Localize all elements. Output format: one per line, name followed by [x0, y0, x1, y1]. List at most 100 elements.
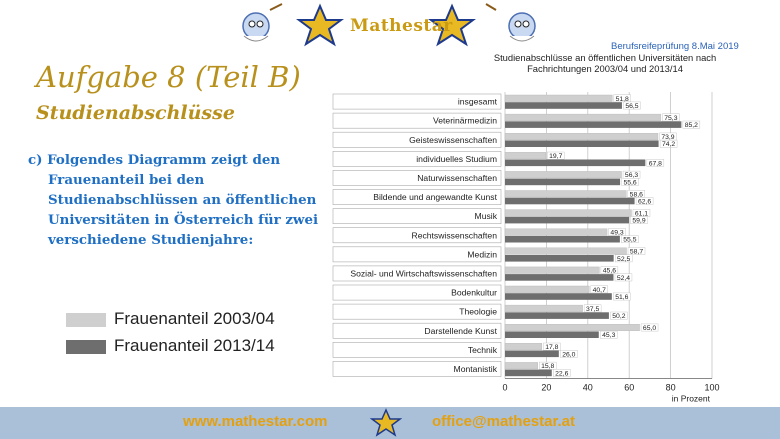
bar-2013: [505, 312, 609, 319]
bar-2013: [505, 178, 621, 186]
value-label-box: [662, 113, 680, 122]
value-label-box: [613, 292, 631, 301]
bar-2013: [505, 140, 659, 147]
value-label-2013: 52,4: [617, 275, 630, 282]
value-label-2013: 85,2: [685, 122, 698, 129]
category-label: Veterinärmedizin: [433, 116, 497, 126]
bar-2013: [505, 121, 682, 128]
value-label-box: [553, 369, 571, 377]
x-tick-label: 80: [666, 383, 676, 393]
value-label-2013: 55,6: [623, 179, 636, 186]
value-label-2003: 51,8: [616, 96, 629, 103]
bar-2013: [505, 369, 552, 377]
category-label: Rechtswissenschaften: [411, 230, 497, 240]
value-label-box: [560, 350, 578, 358]
category-label-box: [332, 303, 502, 320]
category-label-box: [332, 246, 502, 263]
bar-2013: [505, 216, 629, 224]
value-label-2003: 49,3: [610, 230, 623, 237]
value-label-2013: 45,3: [602, 332, 615, 339]
bar-2013: [505, 197, 635, 205]
value-label-2003: 58,6: [630, 191, 643, 198]
description-line: Frauenanteil bei den: [48, 172, 205, 188]
bar-chart: Studienabschlüsse an öffentlichen Univer…: [332, 52, 720, 404]
value-label-box: [614, 273, 633, 282]
value-label-box: [682, 120, 701, 129]
legend-label-2003: Frauenanteil 2003/04: [114, 309, 275, 328]
category-label: Bodenkultur: [451, 288, 497, 298]
category-label-box: [332, 131, 502, 148]
value-label-box: [621, 235, 639, 244]
description-line: Universitäten in Österreich für zwei: [48, 212, 319, 228]
bar-2013: [505, 235, 620, 243]
category-label-box: [332, 208, 502, 225]
value-label-box: [600, 266, 619, 275]
star-right-icon: [428, 3, 476, 47]
value-label-2003: 65,0: [643, 325, 656, 332]
value-label-2003: 15,8: [541, 363, 554, 370]
bar-2003: [504, 324, 640, 332]
value-label-box: [600, 330, 618, 339]
value-label-box: [630, 216, 648, 224]
category-label: Montanistik: [454, 364, 498, 374]
category-label-box: [332, 265, 502, 282]
star-left-icon: [296, 3, 344, 47]
category-label-box: [332, 112, 502, 129]
category-label: Geisteswissenschaften: [409, 135, 497, 145]
bar-2003: [504, 343, 543, 351]
logo-text: Mathestar: [350, 16, 453, 36]
category-label: Theologie: [459, 307, 497, 317]
bar-2013: [505, 331, 599, 338]
footer-email[interactable]: office@mathestar.at: [432, 413, 576, 430]
category-label-box: [332, 170, 502, 186]
chart-title-line: Fachrichtungen 2003/04 und 2013/14: [527, 63, 683, 74]
category-label-box: [332, 227, 502, 244]
category-label-box: [332, 284, 502, 301]
value-label-2003: 45,6: [603, 268, 616, 275]
value-label-2013: 52,5: [617, 256, 630, 263]
category-label: Naturwissenschaften: [417, 173, 497, 183]
value-label-2003: 17,8: [545, 344, 558, 351]
value-label-box: [590, 285, 608, 294]
value-label-box: [543, 342, 561, 351]
x-tick-label: 0: [502, 383, 507, 393]
slide-subtitle: Studienabschlüsse: [36, 102, 235, 124]
bar-2003: [504, 228, 608, 236]
bar-2003: [504, 266, 600, 274]
x-tick-label: 100: [704, 383, 719, 393]
value-label-box: [621, 178, 639, 186]
mathestar-logo: [242, 3, 536, 47]
x-tick-label: 20: [541, 383, 551, 393]
value-label-2003: 40,7: [593, 287, 606, 294]
value-label-2013: 62,6: [638, 199, 651, 206]
bar-2003: [504, 171, 622, 179]
value-label-2013: 51,6: [615, 294, 628, 301]
bar-2003: [504, 209, 632, 217]
value-label-box: [583, 304, 602, 313]
footer-website[interactable]: www.mathestar.com: [183, 413, 328, 430]
bar-2003: [504, 132, 659, 140]
value-label-2003: 58,7: [630, 249, 643, 256]
bar-2003: [504, 285, 590, 293]
bar-2003: [504, 152, 546, 160]
task-description: c) Folgendes Diagramm zeigt den Frauenan…: [28, 150, 328, 250]
category-label-box: [332, 151, 502, 167]
bar-2003: [504, 94, 613, 102]
x-tick-label: 40: [583, 383, 593, 393]
bar-2003: [504, 190, 627, 198]
value-label-2003: 75,3: [664, 115, 677, 122]
description-line: c) Folgendes Diagramm zeigt den: [28, 152, 281, 168]
description-line: Studienabschlüssen an öffentlichen: [48, 192, 317, 208]
value-label-2013: 56,5: [625, 103, 638, 110]
category-label: Sozial- und Wirtschaftswissenschaften: [350, 268, 497, 278]
category-label: Medizin: [467, 249, 497, 259]
category-label-box: [332, 361, 502, 377]
value-label-2013: 67,8: [649, 160, 662, 167]
value-label-2013: 74,2: [662, 141, 675, 148]
category-label: Musik: [475, 211, 498, 221]
bar-2013: [505, 293, 612, 300]
wizard-left-icon: [242, 3, 283, 42]
category-label: individuelles Studium: [416, 154, 497, 164]
value-label-2013: 50,2: [612, 313, 625, 320]
x-tick-label: 60: [624, 383, 634, 393]
